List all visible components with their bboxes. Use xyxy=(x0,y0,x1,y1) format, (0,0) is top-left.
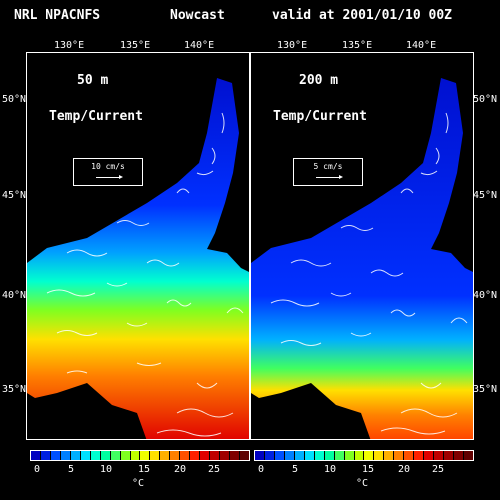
colorbar-swatch xyxy=(444,451,455,460)
colorbar-tick: 5 xyxy=(68,464,75,475)
lat-label-50-right: 50°N xyxy=(473,94,498,105)
colorbar-swatch xyxy=(404,451,415,460)
colorbar-swatch xyxy=(314,451,325,460)
colorbar-swatch xyxy=(230,451,241,460)
colorbar-swatch xyxy=(170,451,181,460)
lon-label-140-left: 140°E xyxy=(184,40,215,51)
colorbar-swatch xyxy=(31,451,41,460)
colorbar-swatch xyxy=(264,451,275,460)
colorbar-unit-right: °C xyxy=(356,478,369,489)
colorbar-swatch xyxy=(394,451,405,460)
colorbar-tick: 10 xyxy=(324,464,337,475)
lon-label-130-left: 130°E xyxy=(54,40,85,51)
colorbar-swatch xyxy=(140,451,151,460)
colorbar-swatch xyxy=(464,451,473,460)
colorbar-swatch xyxy=(120,451,131,460)
colorbar-swatch xyxy=(160,451,171,460)
lon-label-130-right: 130°E xyxy=(277,40,308,51)
colorbar-swatch xyxy=(384,451,395,460)
temperature-field-50m xyxy=(27,53,249,439)
lon-label-135-right: 135°E xyxy=(342,40,373,51)
colorbar-swatch xyxy=(50,451,61,460)
reference-vector-label-50m: 10 cm/s xyxy=(91,162,125,171)
colorbar-swatch xyxy=(220,451,231,460)
lat-label-40-right: 40°N xyxy=(473,290,498,301)
colorbar-swatch xyxy=(150,451,161,460)
colorbar-swatch xyxy=(70,451,81,460)
colorbar-swatch xyxy=(434,451,445,460)
colorbar-swatch xyxy=(364,451,375,460)
reference-vector-label-200m: 5 cm/s xyxy=(313,162,343,171)
temperature-field-200m xyxy=(251,53,473,439)
lat-label-40-left: 40°N xyxy=(2,290,27,301)
colorbar-swatch xyxy=(130,451,141,460)
colorbar-tick: 10 xyxy=(100,464,113,475)
colorbar-tick: 5 xyxy=(292,464,299,475)
colorbar-tick: 25 xyxy=(432,464,445,475)
panel-title-200m: Temp/Current xyxy=(273,109,367,124)
colorbar-swatch xyxy=(255,451,265,460)
reference-arrow-icon xyxy=(96,175,123,179)
map-panel-50m: 50 m Temp/Current 10 cm/s xyxy=(26,52,250,440)
forecast-type: Nowcast xyxy=(170,8,225,23)
colorbar-tick: 20 xyxy=(174,464,187,475)
reference-vector-200m: 5 cm/s xyxy=(293,158,363,186)
model-name: NRL NPACNFS xyxy=(14,8,101,23)
colorbar-swatch xyxy=(210,451,221,460)
colorbar-tick: 15 xyxy=(138,464,151,475)
colorbar-swatch xyxy=(200,451,211,460)
colorbar-swatch xyxy=(324,451,335,460)
lon-label-135-left: 135°E xyxy=(120,40,151,51)
colorbar-swatch xyxy=(294,451,305,460)
colorbar-tick: 25 xyxy=(208,464,221,475)
colorbar-swatch xyxy=(40,451,51,460)
colorbar-swatch xyxy=(180,451,191,460)
lat-label-35-right: 35°N xyxy=(473,384,498,395)
colorbar-swatch xyxy=(374,451,385,460)
colorbar-swatch xyxy=(274,451,285,460)
colorbar-swatch xyxy=(284,451,295,460)
colorbar-swatch xyxy=(80,451,91,460)
colorbar-swatch xyxy=(90,451,101,460)
map-panel-200m: 200 m Temp/Current 5 cm/s xyxy=(250,52,474,440)
colorbar-unit-left: °C xyxy=(132,478,145,489)
depth-label-50m: 50 m xyxy=(77,73,109,88)
lon-label-140-right: 140°E xyxy=(406,40,437,51)
valid-time: valid at 2001/01/10 00Z xyxy=(272,8,453,23)
colorbar-swatch xyxy=(304,451,315,460)
reference-arrow-icon xyxy=(316,175,343,179)
colorbar-swatch xyxy=(60,451,71,460)
colorbar-swatch xyxy=(240,451,249,460)
colorbar-swatch xyxy=(454,451,465,460)
depth-label-200m: 200 m xyxy=(299,73,339,88)
colorbar-tick: 0 xyxy=(258,464,265,475)
colorbar-swatch xyxy=(110,451,121,460)
colorbar-swatch xyxy=(424,451,435,460)
lat-label-50-left: 50°N xyxy=(2,94,27,105)
panel-title-50m: Temp/Current xyxy=(49,109,143,124)
colorbar-swatch xyxy=(414,451,425,460)
colorbar-right xyxy=(254,450,474,461)
colorbar-tick: 15 xyxy=(362,464,375,475)
colorbar-swatch xyxy=(190,451,201,460)
colorbar-swatch xyxy=(344,451,355,460)
colorbar-swatch xyxy=(354,451,365,460)
colorbar-tick: 0 xyxy=(34,464,41,475)
lat-label-35-left: 35°N xyxy=(2,384,27,395)
colorbar-tick: 20 xyxy=(398,464,411,475)
reference-vector-50m: 10 cm/s xyxy=(73,158,143,186)
colorbar-swatch xyxy=(334,451,345,460)
colorbar-swatch xyxy=(100,451,111,460)
lat-label-45-right: 45°N xyxy=(473,190,498,201)
lat-label-45-left: 45°N xyxy=(2,190,27,201)
colorbar-left xyxy=(30,450,250,461)
